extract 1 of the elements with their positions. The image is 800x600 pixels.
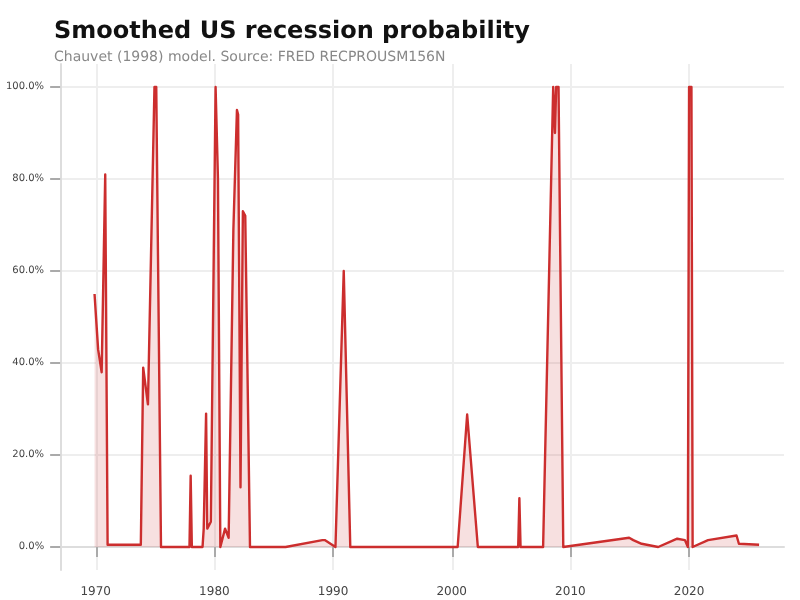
chart-title: Smoothed US recession probability bbox=[54, 16, 531, 44]
